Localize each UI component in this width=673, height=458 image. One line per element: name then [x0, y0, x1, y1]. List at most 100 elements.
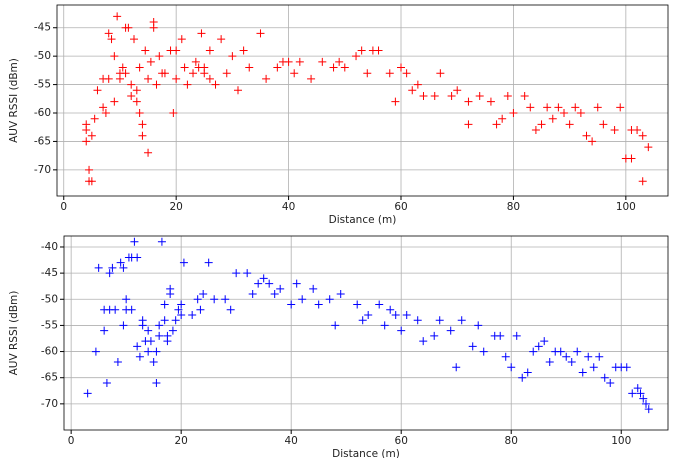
x-tick-label: 20 [169, 201, 182, 213]
y-tick-label: -60 [34, 107, 51, 119]
point [545, 358, 554, 367]
x-axis-label: Distance (m) [332, 448, 400, 458]
y-tick-label: -40 [41, 241, 58, 253]
point [507, 363, 516, 372]
point [644, 143, 653, 152]
point [124, 23, 133, 32]
point [169, 109, 178, 118]
point [127, 305, 136, 314]
point [188, 310, 197, 319]
point [644, 405, 653, 414]
point [358, 316, 367, 325]
point [402, 69, 411, 78]
point [226, 305, 235, 314]
point [616, 103, 625, 112]
point [419, 91, 428, 100]
point [486, 97, 495, 106]
point [509, 109, 518, 118]
point [155, 52, 164, 61]
point [248, 290, 257, 299]
point [110, 52, 119, 61]
point [122, 295, 131, 304]
point [87, 177, 96, 186]
x-tick-label: 80 [507, 201, 520, 213]
x-tick-label: 20 [174, 435, 187, 447]
point [152, 80, 161, 89]
point [93, 86, 102, 95]
point [152, 378, 161, 387]
point [435, 316, 444, 325]
point [363, 69, 372, 78]
y-tick-label: -70 [34, 164, 51, 176]
point [593, 103, 602, 112]
point [130, 35, 139, 44]
point [447, 91, 456, 100]
point [588, 137, 597, 146]
point [641, 399, 650, 408]
y-tick-label: -60 [41, 346, 58, 358]
point [210, 295, 219, 304]
point [633, 126, 642, 135]
point [127, 91, 136, 100]
point [166, 290, 175, 299]
point [155, 321, 164, 330]
point [548, 114, 557, 123]
point [567, 358, 576, 367]
point [113, 12, 122, 21]
point [101, 109, 110, 118]
point [295, 57, 304, 66]
point [177, 35, 186, 44]
point [627, 154, 636, 163]
point [479, 347, 488, 356]
point [529, 347, 538, 356]
x-tick-label: 40 [285, 435, 298, 447]
point [160, 69, 169, 78]
x-tick-label: 60 [394, 201, 407, 213]
point [397, 326, 406, 335]
point [353, 300, 362, 309]
point [496, 331, 505, 340]
point [309, 284, 318, 293]
point [160, 316, 169, 325]
point [340, 63, 349, 72]
point [119, 321, 128, 330]
point [468, 342, 477, 351]
point [385, 69, 394, 78]
point [298, 295, 307, 304]
axes-frame [56, 4, 669, 197]
point [391, 310, 400, 319]
y-axis-label: AUV RSSI (dBm) [8, 58, 20, 143]
point [91, 347, 100, 356]
point [196, 305, 205, 314]
point [391, 97, 400, 106]
point [199, 290, 208, 299]
point [104, 29, 113, 38]
point [413, 80, 422, 89]
point [168, 326, 177, 335]
point [531, 126, 540, 135]
x-tick-label: 40 [282, 201, 295, 213]
point [287, 300, 296, 309]
point [254, 279, 263, 288]
point [265, 279, 274, 288]
point [183, 80, 192, 89]
point [475, 91, 484, 100]
point [127, 80, 136, 89]
point [606, 378, 615, 387]
point [518, 373, 527, 382]
point [556, 347, 565, 356]
point [633, 384, 642, 393]
axes-frame [63, 235, 669, 431]
point [222, 69, 231, 78]
point [560, 109, 569, 118]
point [413, 316, 422, 325]
x-tick-label: 100 [611, 435, 631, 447]
point [526, 103, 535, 112]
point [573, 347, 582, 356]
point [83, 389, 92, 398]
point [329, 63, 338, 72]
y-tick-label: -50 [34, 50, 51, 62]
point [314, 300, 323, 309]
point [290, 69, 299, 78]
